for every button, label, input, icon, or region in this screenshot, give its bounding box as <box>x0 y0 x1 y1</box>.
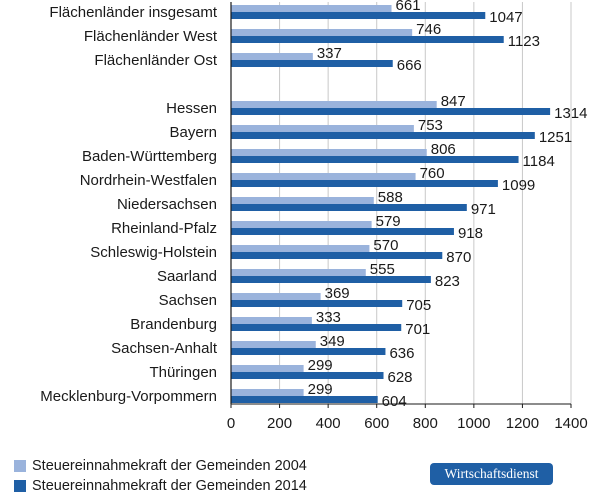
x-tick-label-1400: 1400 <box>554 415 587 432</box>
x-tick-label-1200: 1200 <box>506 415 539 432</box>
bar-2014-8 <box>231 228 454 235</box>
bar-2014-7 <box>231 204 467 211</box>
x-tick-label-200: 200 <box>267 415 292 432</box>
data-label-2014-5: 1184 <box>523 153 555 170</box>
data-label-2014-0: 1047 <box>489 9 522 26</box>
data-label-2014-8: 918 <box>458 225 483 242</box>
bar-2014-15 <box>231 396 378 403</box>
data-label-2004-6: 760 <box>420 165 445 182</box>
data-label-2014-9: 870 <box>446 249 471 266</box>
data-label-2004-9: 570 <box>373 237 398 254</box>
bar-2004-6 <box>231 173 416 180</box>
bar-2004-1 <box>231 29 413 36</box>
category-label-7: Niedersachsen <box>117 196 217 213</box>
bar-2004-9 <box>231 245 370 252</box>
bar-2004-15 <box>231 389 304 396</box>
data-label-2004-11: 369 <box>325 285 350 302</box>
bar-2014-2 <box>231 60 393 67</box>
legend-item-2014: Steuereinnahmekraft der Gemeinden 2014 <box>14 478 307 494</box>
bar-2014-3 <box>231 108 551 115</box>
data-label-2014-4: 1251 <box>539 129 572 146</box>
x-tick-label-800: 800 <box>413 415 438 432</box>
data-label-2014-12: 701 <box>405 321 430 338</box>
category-label-11: Sachsen <box>159 292 217 309</box>
bar-2014-6 <box>231 180 498 187</box>
publisher-logo: Wirtschaftsdienst <box>430 463 553 485</box>
category-label-12: Brandenburg <box>130 316 217 333</box>
data-label-2004-1: 746 <box>416 21 441 38</box>
category-label-4: Bayern <box>169 124 217 141</box>
data-label-2004-10: 555 <box>370 261 395 278</box>
data-label-2004-3: 847 <box>441 93 466 110</box>
bar-2014-0 <box>231 12 486 19</box>
category-label-0: Flächenländer insgesamt <box>49 4 217 21</box>
legend-item-2004: Steuereinnahmekraft der Gemeinden 2004 <box>14 458 307 474</box>
bar-2014-13 <box>231 348 386 355</box>
bar-2004-11 <box>231 293 321 300</box>
data-label-2004-0: 661 <box>396 0 421 14</box>
category-label-10: Saarland <box>157 268 217 285</box>
x-tick-label-600: 600 <box>364 415 389 432</box>
x-tick-label-1000: 1000 <box>457 415 490 432</box>
bar-2014-4 <box>231 132 535 139</box>
data-label-2004-4: 753 <box>418 117 443 134</box>
category-label-8: Rheinland-Pfalz <box>111 220 217 237</box>
bar-2004-5 <box>231 149 427 156</box>
data-label-2014-6: 1099 <box>502 177 535 194</box>
bar-2004-14 <box>231 365 304 372</box>
bar-2014-12 <box>231 324 402 331</box>
category-label-15: Mecklenburg-Vorpommern <box>40 388 217 405</box>
data-label-2004-13: 349 <box>320 333 345 350</box>
data-label-2014-10: 823 <box>435 273 460 290</box>
data-label-2004-12: 333 <box>316 309 341 326</box>
x-tick-label-400: 400 <box>316 415 341 432</box>
bar-2004-4 <box>231 125 414 132</box>
data-label-2014-13: 636 <box>389 345 414 362</box>
data-label-2014-2: 666 <box>397 57 422 74</box>
bar-2014-9 <box>231 252 443 259</box>
data-label-2014-1: 1123 <box>508 33 540 50</box>
bar-2004-13 <box>231 341 316 348</box>
bar-2004-2 <box>231 53 313 60</box>
data-label-2004-2: 337 <box>317 45 342 62</box>
bar-2014-1 <box>231 36 504 43</box>
bar-2014-5 <box>231 156 519 163</box>
data-label-2004-7: 588 <box>378 189 403 206</box>
data-label-2014-7: 971 <box>471 201 496 218</box>
category-label-6: Nordrhein-Westfalen <box>80 172 217 189</box>
bar-2004-10 <box>231 269 366 276</box>
data-label-2004-15: 299 <box>308 381 333 398</box>
category-label-5: Baden-Württemberg <box>82 148 217 165</box>
bar-chart: 0 200 400 600 800 1000 1200 1400 Flächenländer i… <box>40 0 587 432</box>
legend-label-2004: Steuereinnahmekraft der Gemeinden 2004 <box>32 458 307 474</box>
data-label-2004-14: 299 <box>308 357 333 374</box>
bar-2004-8 <box>231 221 372 228</box>
category-label-9: Schleswig-Holstein <box>90 244 217 261</box>
bar-2014-10 <box>231 276 431 283</box>
bar-2004-0 <box>231 5 392 12</box>
legend-label-2014: Steuereinnahmekraft der Gemeinden 2014 <box>32 478 307 494</box>
category-label-3: Hessen <box>166 100 217 117</box>
category-label-1: Flächenländer West <box>84 28 218 45</box>
category-label-2: Flächenländer Ost <box>94 52 217 69</box>
data-label-2004-5: 806 <box>431 141 456 158</box>
bar-2014-11 <box>231 300 403 307</box>
data-label-2004-8: 579 <box>376 213 401 230</box>
data-label-2014-11: 705 <box>406 297 431 314</box>
category-label-14: Thüringen <box>149 364 217 381</box>
data-label-2014-3: 1314 <box>554 105 587 122</box>
bar-2014-14 <box>231 372 384 379</box>
bar-2004-3 <box>231 101 437 108</box>
data-label-2014-15: 604 <box>382 393 407 410</box>
data-label-2014-14: 628 <box>388 369 413 386</box>
bar-2004-7 <box>231 197 374 204</box>
legend-swatch-2004 <box>14 460 26 472</box>
legend-swatch-2014 <box>14 480 26 492</box>
x-tick-label-0: 0 <box>227 415 235 432</box>
bar-2004-12 <box>231 317 312 324</box>
category-label-13: Sachsen-Anhalt <box>111 340 218 357</box>
